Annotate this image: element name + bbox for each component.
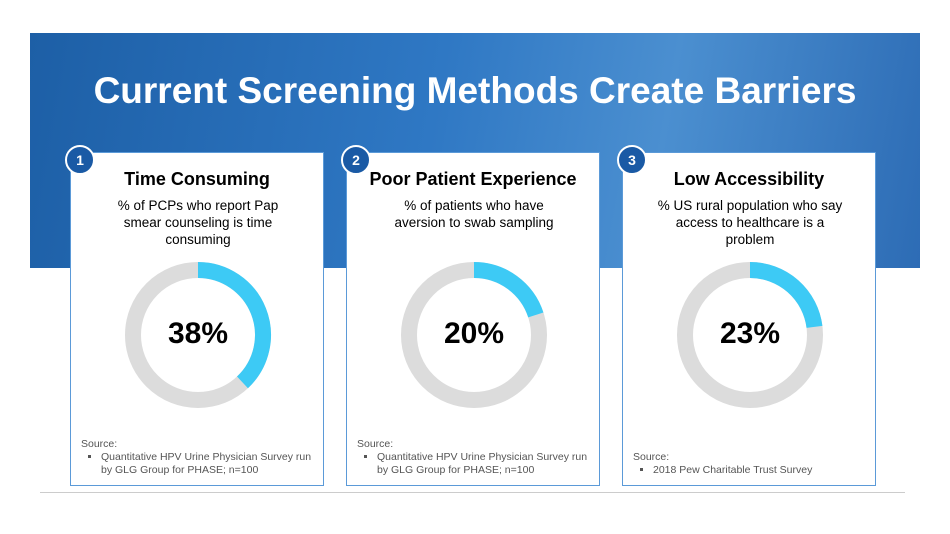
- card: 3 Low Accessibility % US rural population …: [617, 145, 876, 486]
- source: Source:Quantitative HPV Urine Physician …: [81, 438, 313, 477]
- donut-chart: 38%: [125, 262, 271, 408]
- value-label: 20%: [444, 317, 504, 350]
- source-item: Quantitative HPV Urine Physician Survey …: [101, 451, 313, 477]
- donut-segment: [749, 262, 823, 329]
- donut-chart: 23%: [677, 262, 823, 408]
- badge: 3: [617, 145, 647, 175]
- donut-segment: [473, 262, 544, 318]
- card-title: Low Accessibility: [673, 169, 825, 189]
- card-title: Time Consuming: [124, 169, 270, 189]
- value-label: 23%: [720, 317, 780, 350]
- divider: [40, 492, 905, 493]
- source: Source:Quantitative HPV Urine Physician …: [357, 438, 589, 477]
- slide-title: Current Screening Methods Create Barrier…: [93, 70, 857, 111]
- card-subtitle: % of patients who have aversion to swab …: [394, 198, 554, 230]
- source-heading: Source:: [633, 451, 670, 463]
- card: 1 Time Consuming % of PCPs who report Pap …: [65, 145, 324, 486]
- card-subtitle: % of PCPs who report Pap smear counselin…: [117, 198, 279, 247]
- badge: 1: [65, 145, 95, 175]
- source-heading: Source:: [81, 438, 118, 450]
- donut-chart: 20%: [401, 262, 547, 408]
- card-subtitle: % US rural population who say access to …: [657, 198, 843, 247]
- source-list: Quantitative HPV Urine Physician Survey …: [81, 451, 313, 477]
- card: 2 Poor Patient Experience % of patients wh…: [341, 145, 600, 486]
- source-item: 2018 Pew Charitable Trust Survey: [653, 464, 865, 477]
- source: Source:2018 Pew Charitable Trust Survey: [633, 451, 865, 477]
- badge: 2: [341, 145, 371, 175]
- source-list: 2018 Pew Charitable Trust Survey: [633, 464, 865, 477]
- card-title: Poor Patient Experience: [369, 169, 577, 189]
- source-heading: Source:: [357, 438, 394, 450]
- value-label: 38%: [168, 317, 228, 350]
- source-list: Quantitative HPV Urine Physician Survey …: [357, 451, 589, 477]
- source-item: Quantitative HPV Urine Physician Survey …: [377, 451, 589, 477]
- donut-segment: [197, 262, 271, 389]
